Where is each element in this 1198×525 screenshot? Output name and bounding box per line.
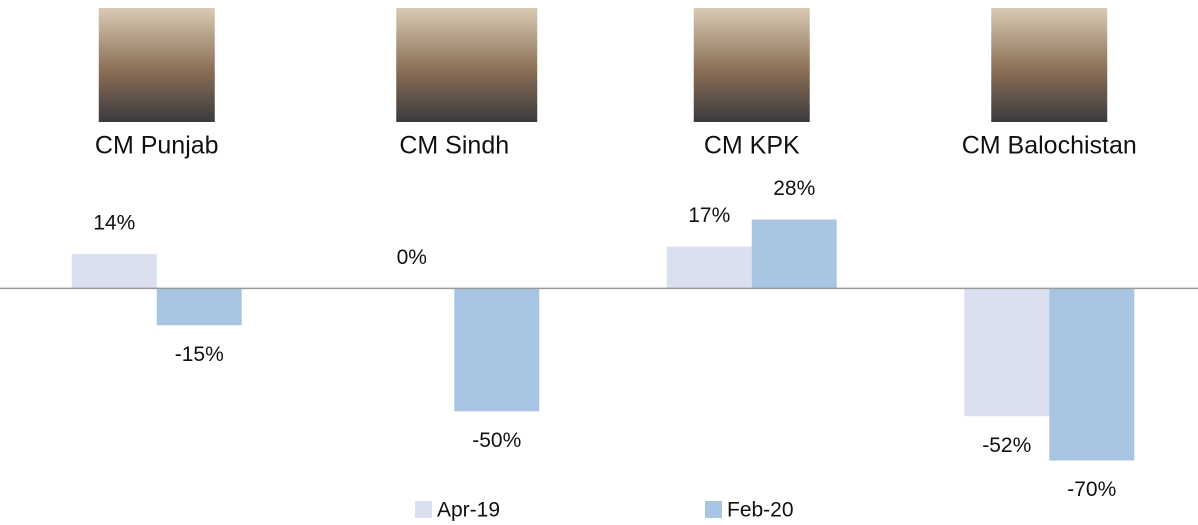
bar bbox=[667, 247, 752, 289]
photo bbox=[396, 8, 537, 122]
data-label: -15% bbox=[175, 343, 224, 366]
category-label: CM Sindh bbox=[399, 132, 509, 160]
data-label: -52% bbox=[982, 434, 1031, 457]
data-label: 17% bbox=[688, 204, 730, 227]
photo bbox=[991, 8, 1107, 122]
category-label: CM KPK bbox=[704, 132, 800, 160]
legend-swatch bbox=[705, 501, 722, 518]
legend-label: Feb-20 bbox=[727, 499, 794, 522]
bar bbox=[964, 288, 1049, 416]
category-label: CM Punjab bbox=[95, 132, 219, 160]
data-label: 0% bbox=[397, 246, 427, 269]
data-label: -50% bbox=[472, 429, 521, 452]
photo bbox=[694, 8, 810, 122]
bar bbox=[157, 288, 242, 325]
category-label: CM Balochistan bbox=[962, 132, 1137, 160]
data-label: 14% bbox=[93, 211, 135, 234]
bar bbox=[72, 254, 157, 288]
chart: CM Punjab 14% -15% CM Sindh 0% -50% CM KPK 17% 2… bbox=[0, 0, 1198, 525]
legend-label: Apr-19 bbox=[437, 499, 500, 522]
data-label: -70% bbox=[1067, 478, 1116, 501]
bar bbox=[1049, 288, 1134, 460]
bar bbox=[752, 220, 837, 289]
bar bbox=[454, 288, 539, 411]
data-label: 28% bbox=[773, 177, 815, 200]
legend-swatch bbox=[415, 501, 432, 518]
photo bbox=[99, 8, 215, 122]
